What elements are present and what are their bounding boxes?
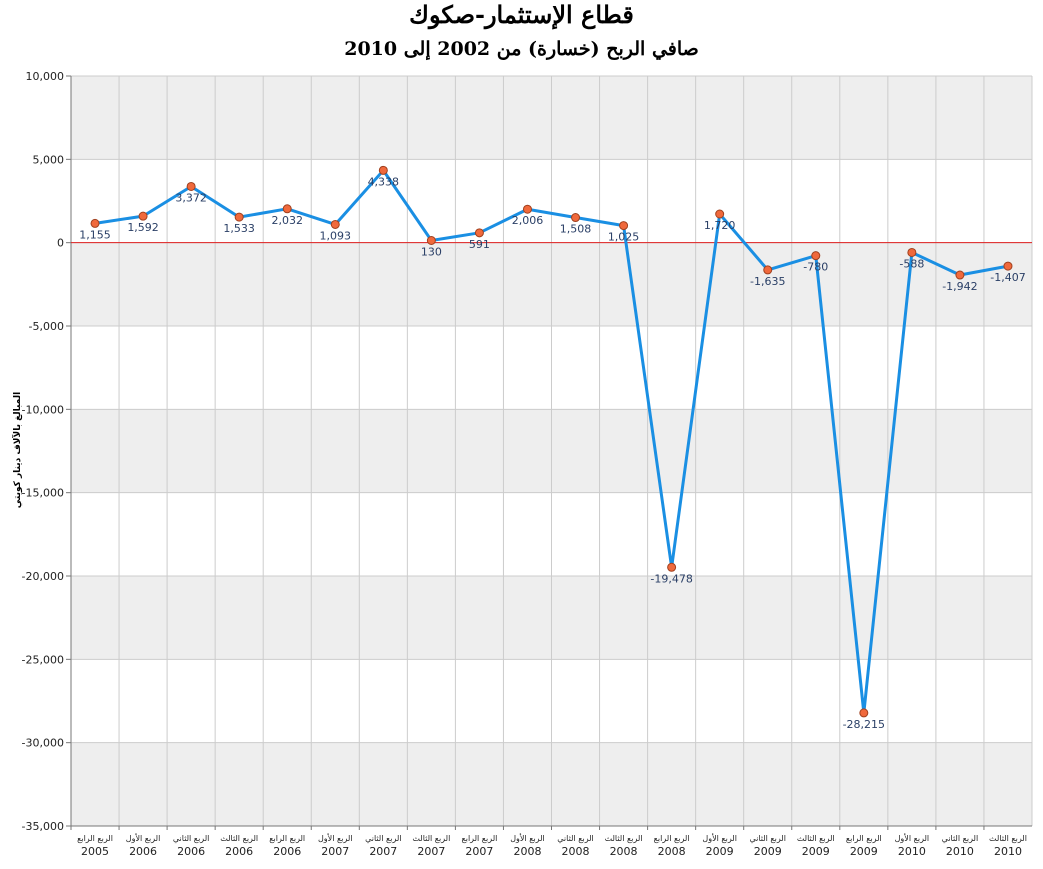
series-line [94,168,1009,715]
data-point-marker [571,213,581,223]
x-tick-label-year: 2010 [946,845,974,858]
x-tick-label-quarter: الربع الثاني [557,834,594,843]
data-label: 2,032 [271,214,303,227]
data-point-marker [715,209,725,219]
data-point-marker [667,562,677,572]
y-tick-label: -5,000 [29,320,64,333]
y-tick-label: -25,000 [22,653,64,666]
data-point-marker [234,212,244,222]
data-label: 1,093 [320,229,352,242]
data-point-marker [1003,261,1013,271]
x-tick-label-quarter: الربع الرابع [654,834,690,843]
data-label: 1,155 [79,228,111,241]
y-tick-label: -30,000 [22,737,64,750]
y-tick-label: -35,000 [22,820,64,833]
y-tick-label: -20,000 [22,570,64,583]
data-point-marker [426,236,436,245]
data-point-marker [138,211,148,221]
data-label: 1,533 [223,222,255,235]
data-point-marker [811,251,821,261]
data-label: 1,720 [704,219,736,232]
data-label: -1,635 [750,275,785,288]
data-point-marker [378,165,388,175]
data-label: 1,592 [127,221,159,234]
x-tick-label-quarter: الربع الأول [702,833,737,843]
data-label: -780 [803,261,828,274]
x-tick-label-year: 2006 [273,845,301,858]
x-tick-label-quarter: الربع الأول [510,833,545,843]
x-tick-label-quarter: الربع الأول [318,833,353,843]
data-point-marker [907,247,917,257]
x-tick-label-year: 2010 [994,845,1022,858]
data-point-marker [522,204,532,214]
y-tick-label: -15,000 [22,487,64,500]
x-tick-label-year: 2007 [465,845,493,858]
x-tick-label-year: 2006 [129,845,157,858]
x-tick-label-quarter: الربع الثاني [749,834,786,843]
chart-title: قطاع الإستثمار-صكوك [409,0,634,29]
data-label: 3,372 [175,191,207,204]
data-point-marker [763,265,773,275]
x-tick-label-year: 2007 [417,845,445,858]
x-tick-label-quarter: الربع الرابع [846,834,882,843]
data-label: -588 [899,257,924,270]
x-tick-label-year: 2008 [610,845,638,858]
x-tick-label-year: 2006 [225,845,253,858]
x-tick-label-year: 2009 [802,845,830,858]
data-label: 1,508 [560,223,592,236]
x-tick-label-quarter: الربع الرابع [269,834,305,843]
chart-subtitle: صافي الربح (خسارة) من 2002 إلى 2010 [344,38,699,60]
y-tick-label: 10,000 [26,70,65,83]
data-point-marker [474,228,484,238]
data-label: 591 [469,238,490,251]
data-label: -19,478 [650,572,692,585]
x-tick-label-year: 2005 [81,845,109,858]
x-tick-label-year: 2007 [369,845,397,858]
data-point-marker [619,221,629,231]
x-tick-label-year: 2008 [562,845,590,858]
x-tick-label-quarter: الربع الثالث [605,834,643,843]
x-tick-label-quarter: الربع الأول [126,833,161,843]
y-tick-label: 5,000 [33,153,65,166]
data-label: 4,338 [368,175,400,188]
data-point-marker [330,219,340,229]
data-label: 1,025 [608,231,640,244]
data-point-marker [186,181,196,191]
data-point-marker [859,708,869,718]
x-tick-label-year: 2006 [177,845,205,858]
x-tick-label-quarter: الربع الثالث [797,834,835,843]
x-tick-label-year: 2008 [658,845,686,858]
data-label: 2,006 [512,214,544,227]
x-tick-label-quarter: الربع الثالث [412,834,450,843]
x-tick-label-quarter: الربع الثاني [365,834,402,843]
data-label: -28,215 [843,718,885,731]
x-tick-label-quarter: الربع الأول [895,833,930,843]
y-tick-label: 0 [57,237,64,250]
data-point-marker [282,204,292,214]
x-tick-label-quarter: الربع الرابع [461,834,497,843]
data-point-marker [90,218,100,228]
x-tick-label-quarter: الربع الثاني [173,834,210,843]
x-tick-label-quarter: الربع الثالث [989,834,1027,843]
data-label: -1,407 [990,271,1025,284]
data-point-marker [955,270,965,280]
data-label: -1,942 [942,280,977,293]
data-label: 130 [421,246,442,259]
x-tick-label-year: 2010 [898,845,926,858]
y-tick-label: -10,000 [22,403,64,416]
x-tick-label-quarter: الربع الرابع [77,834,113,843]
x-tick-label-quarter: الربع الثاني [942,834,979,843]
x-tick-label-year: 2007 [321,845,349,858]
x-tick-label-year: 2009 [754,845,782,858]
x-tick-label-year: 2008 [513,845,541,858]
x-tick-label-year: 2009 [706,845,734,858]
x-tick-label-year: 2009 [850,845,878,858]
x-tick-label-quarter: الربع الثالث [220,834,258,843]
